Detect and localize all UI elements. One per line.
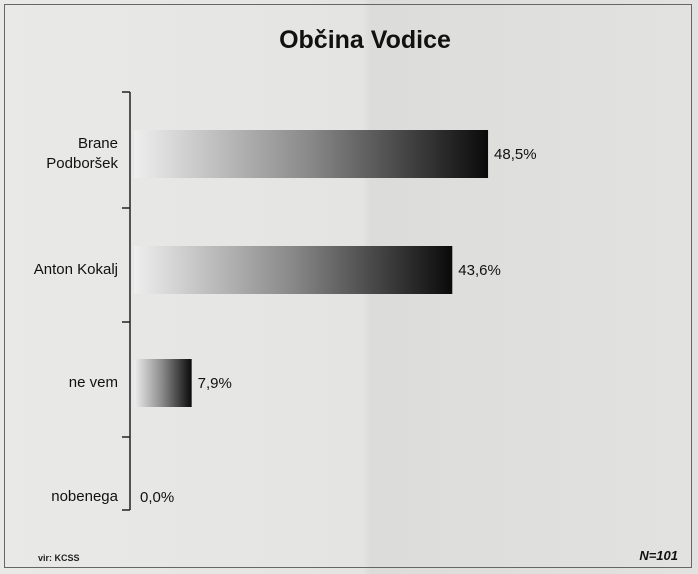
value-label: 0,0% [140,488,175,506]
value-label: 7,9% [197,374,232,392]
bar [134,246,453,294]
category-label: Anton Kokalj [33,261,118,278]
category-label: ne vem [68,374,118,391]
category-label: Brane Podboršek [46,135,118,172]
sample-size: N=101 [639,548,678,563]
value-label: 43,6% [458,261,501,279]
category-label: nobenega [51,488,118,505]
axis [122,91,131,511]
bar [134,359,192,407]
source: vir: KCSS [38,553,80,563]
bar [134,130,489,178]
value-label: 48,5% [494,145,537,163]
frame [4,4,692,568]
chart-title: Občina Vodice [279,26,451,54]
